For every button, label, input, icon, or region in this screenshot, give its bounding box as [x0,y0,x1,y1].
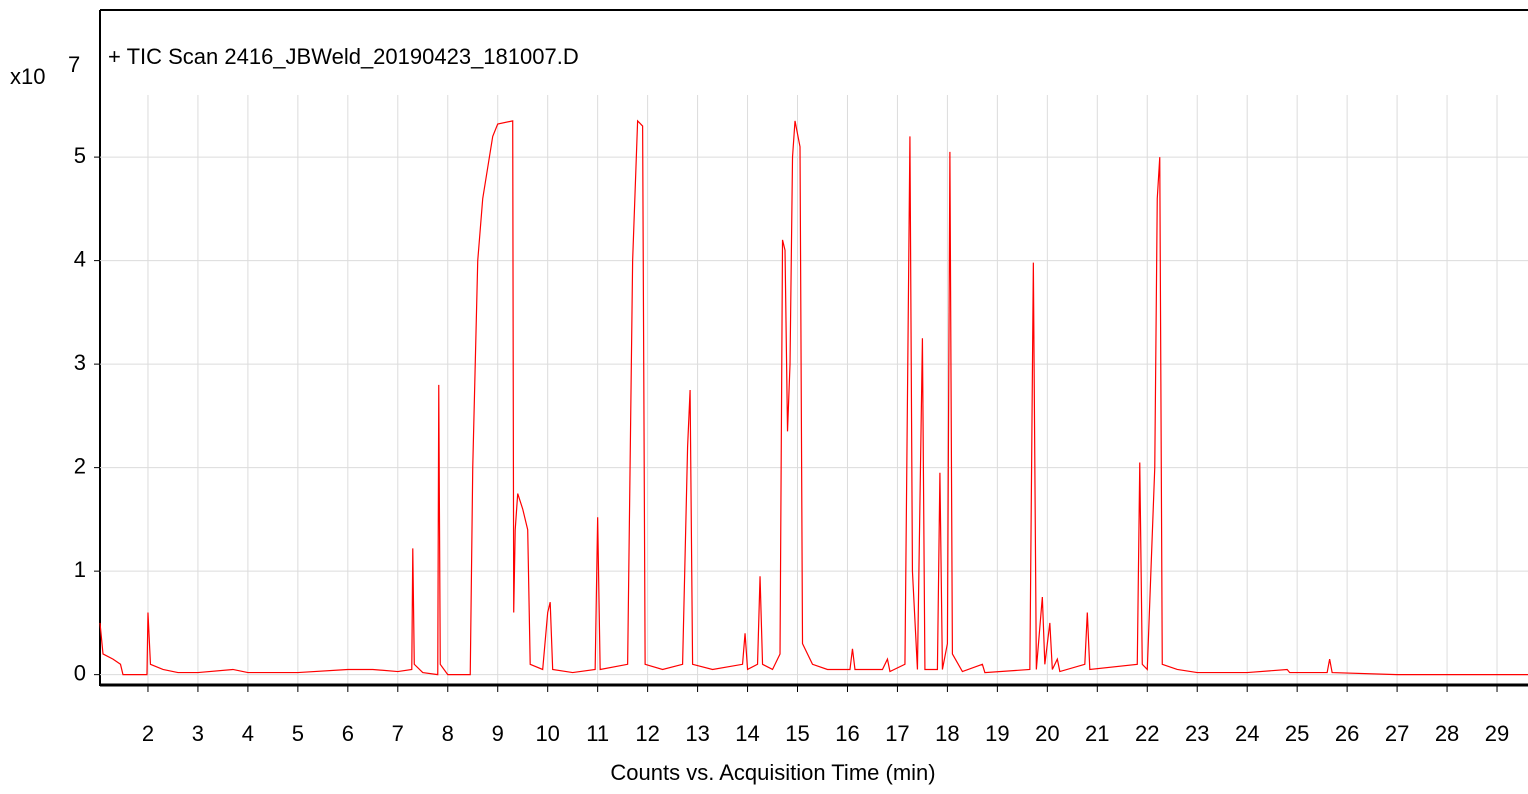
y-tick-label: 0 [74,660,86,685]
x-tick-label: 17 [885,721,909,746]
x-tick-label: 22 [1135,721,1159,746]
x-tick-label: 3 [192,721,204,746]
x-tick-label: 4 [242,721,254,746]
x-tick-label: 25 [1285,721,1309,746]
x-tick-label: 27 [1385,721,1409,746]
x-tick-label: 9 [492,721,504,746]
x-tick-label: 16 [835,721,859,746]
x-tick-label: 18 [935,721,959,746]
x-tick-label: 2 [142,721,154,746]
y-axis-exponent: 7 [68,52,80,77]
x-tick-label: 6 [342,721,354,746]
x-tick-label: 12 [635,721,659,746]
tic-trace [99,119,1528,676]
y-tick-label: 3 [74,350,86,375]
x-tick-label: 13 [685,721,709,746]
x-tick-label: 20 [1035,721,1059,746]
x-tick-label: 23 [1185,721,1209,746]
x-tick-label: 29 [1485,721,1509,746]
x-tick-label: 10 [535,721,559,746]
x-tick-label: 26 [1335,721,1359,746]
y-tick-label: 1 [74,557,86,582]
y-tick-label: 5 [74,143,86,168]
y-tick-label: 4 [74,246,86,271]
x-tick-label: 5 [292,721,304,746]
y-tick-label: 2 [74,453,86,478]
x-tick-label: 8 [442,721,454,746]
x-tick-label: 14 [735,721,759,746]
chart-title: + TIC Scan 2416_JBWeld_20190423_181007.D [108,44,579,69]
x-tick-label: 11 [586,721,609,746]
y-axis-label: x10 [10,64,45,89]
x-tick-label: 19 [985,721,1009,746]
x-tick-label: 21 [1085,721,1109,746]
x-tick-label: 7 [392,721,404,746]
x-tick-label: 15 [785,721,809,746]
x-axis-label: Counts vs. Acquisition Time (min) [610,760,935,785]
x-tick-label: 24 [1235,721,1259,746]
x-tick-label: 28 [1435,721,1459,746]
